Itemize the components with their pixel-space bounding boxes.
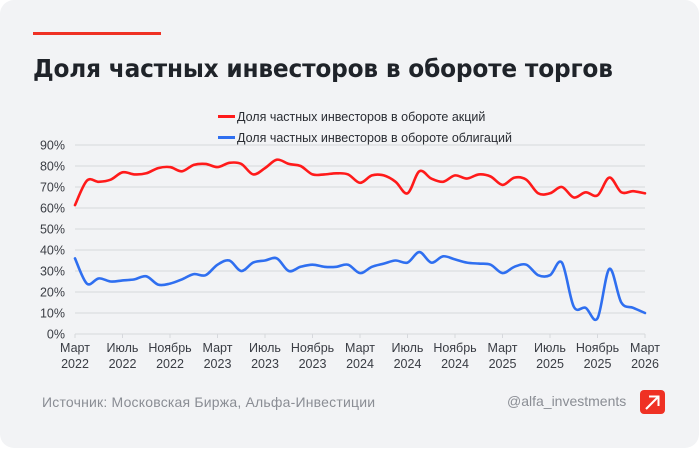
x-tick-label-month: Июль [249, 341, 281, 355]
y-tick-label: 90% [40, 139, 65, 153]
x-tick-label-year: 2024 [394, 357, 422, 371]
x-axis-ticks: Март 2022 Июль 2022 Ноябрь 2022 Март 2023 Июль 20… [60, 334, 660, 371]
x-tick-label-month: Март [203, 341, 233, 355]
y-tick-label: 80% [40, 160, 65, 174]
x-tick-label-month: Ноябрь [291, 341, 334, 355]
legend-item-stocks: Доля частных инвесторов в обороте акций [218, 106, 512, 127]
x-tick-label-year: 2025 [584, 357, 612, 371]
y-tick-label: 50% [40, 223, 65, 237]
x-tick-label-month: Март [60, 341, 90, 355]
legend-label-bonds: Доля частных инвесторов в обороте облига… [237, 130, 513, 145]
accent-bar [33, 32, 161, 35]
x-tick-label-year: 2023 [204, 357, 232, 371]
chart-legend: Доля частных инвесторов в обороте акций … [218, 106, 512, 148]
x-tick-label-year: 2024 [441, 357, 469, 371]
y-tick-label: 70% [40, 181, 65, 195]
x-tick-label-month: Ноябрь [433, 341, 476, 355]
x-tick-label-year: 2025 [536, 357, 564, 371]
x-tick-label-month: Июль [107, 341, 139, 355]
x-tick-label-year: 2026 [631, 357, 659, 371]
legend-swatch-bonds [218, 136, 235, 139]
x-tick-label-month: Июль [392, 341, 424, 355]
x-tick-label-month: Июль [534, 341, 566, 355]
y-tick-label: 0% [47, 328, 65, 342]
y-axis-ticks: 0% 10% 20% 30% 40% 50% 60% 70% 80% 90% [40, 139, 65, 342]
x-tick-label-year: 2022 [156, 357, 184, 371]
series-line-stocks [73, 158, 647, 207]
y-tick-label: 30% [40, 265, 65, 279]
y-tick-label: 40% [40, 244, 65, 258]
x-tick-label-year: 2024 [346, 357, 374, 371]
legend-label-stocks: Доля частных инвесторов в обороте акций [237, 109, 486, 124]
y-tick-label: 20% [40, 286, 65, 300]
chart-title: Доля частных инвесторов в обороте торгов [33, 54, 613, 83]
y-tick-label: 60% [40, 202, 65, 216]
legend-item-bonds: Доля частных инвесторов в обороте облига… [218, 127, 512, 148]
x-tick-label-month: Март [488, 341, 518, 355]
x-tick-label-month: Ноябрь [576, 341, 619, 355]
x-tick-label-month: Ноябрь [148, 341, 191, 355]
x-tick-label-year: 2025 [489, 357, 517, 371]
gridlines [75, 144, 645, 335]
x-tick-label-month: Март [630, 341, 660, 355]
source-note: Источник: Московская Биржа, Альфа-Инвест… [42, 394, 376, 410]
x-tick-label-year: 2022 [109, 357, 137, 371]
y-tick-label: 10% [40, 307, 65, 321]
series-lines [73, 158, 647, 322]
x-tick-label-year: 2022 [61, 357, 89, 371]
x-tick-label-month: Март [345, 341, 375, 355]
arrow-up-right-icon [645, 395, 660, 410]
x-tick-label-year: 2023 [251, 357, 279, 371]
social-handle[interactable]: @alfa_investments [507, 393, 627, 409]
legend-swatch-stocks [218, 115, 235, 118]
series-line-bonds [73, 250, 647, 322]
alfa-arrow-logo-icon [640, 390, 665, 414]
x-tick-label-year: 2023 [299, 357, 327, 371]
